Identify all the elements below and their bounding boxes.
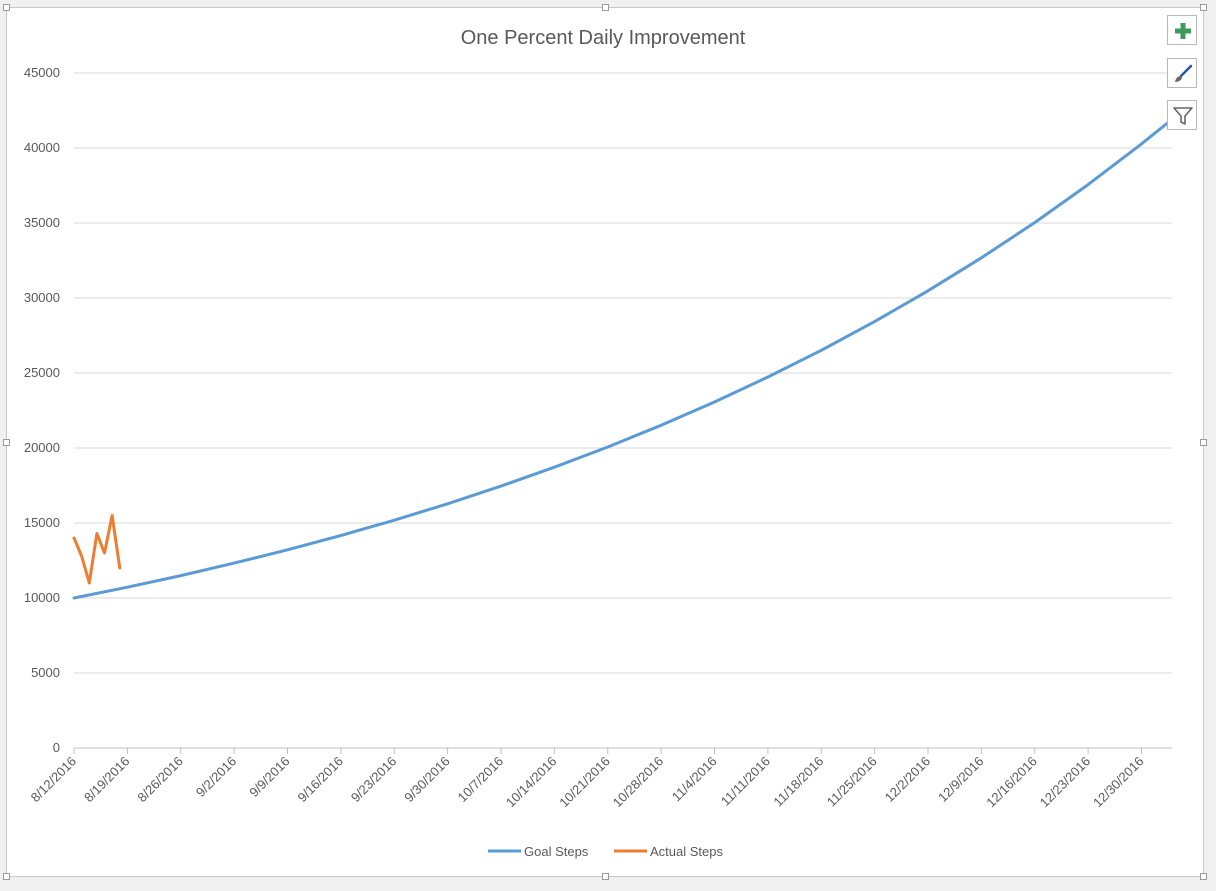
x-tick-label: 12/2/2016 — [882, 754, 934, 806]
chart-styles-button[interactable] — [1167, 58, 1197, 88]
y-axis: 0 5000 10000 15000 20000 25000 30000 35000 40000… — [24, 65, 60, 755]
x-tick-label: 9/30/2016 — [401, 754, 453, 806]
resize-handle-middle-right[interactable] — [1200, 439, 1207, 446]
y-tick-label: 25000 — [24, 365, 60, 380]
chart-elements-button[interactable] — [1167, 15, 1197, 45]
y-tick-label: 40000 — [24, 140, 60, 155]
resize-handle-top-left[interactable] — [3, 4, 10, 11]
x-tick-label: 8/19/2016 — [81, 754, 133, 806]
y-tick-label: 5000 — [31, 665, 60, 680]
y-tick-label: 20000 — [24, 440, 60, 455]
resize-handle-bottom-left[interactable] — [3, 873, 10, 880]
chart-title: One Percent Daily Improvement — [461, 27, 746, 49]
x-tick-label: 12/16/2016 — [983, 754, 1040, 811]
gridlines — [74, 72, 1172, 674]
x-tick-label: 9/23/2016 — [348, 754, 400, 806]
x-tick-label: 9/9/2016 — [246, 754, 292, 800]
x-tick-label: 11/18/2016 — [770, 754, 826, 810]
y-tick-label: 45000 — [24, 65, 60, 80]
y-tick-label: 30000 — [24, 290, 60, 305]
legend-label: Actual Steps — [650, 844, 723, 859]
legend-item[interactable]: Goal Steps — [488, 844, 589, 859]
resize-handle-middle-left[interactable] — [3, 439, 10, 446]
legend-label: Goal Steps — [524, 844, 589, 859]
chart-area[interactable] — [3, 4, 1207, 880]
x-tick-label: 12/23/2016 — [1037, 754, 1094, 811]
x-tick-label: 10/7/2016 — [455, 754, 507, 806]
resize-handle-top-right[interactable] — [1200, 4, 1207, 11]
x-tick-label: 9/16/2016 — [294, 754, 346, 806]
plot-series — [72, 117, 1174, 600]
y-tick-label: 15000 — [24, 515, 60, 530]
series-line-actual-steps[interactable] — [72, 514, 122, 585]
resize-handle-bottom-center[interactable] — [602, 873, 609, 880]
x-tick-label: 10/21/2016 — [556, 754, 613, 811]
x-tick-label: 10/14/2016 — [503, 754, 560, 811]
x-tick-label: 10/28/2016 — [610, 754, 667, 811]
legend[interactable]: Goal Steps Actual Steps — [488, 844, 723, 859]
resize-handle-bottom-right[interactable] — [1200, 873, 1207, 880]
y-tick-label: 0 — [53, 740, 60, 755]
x-tick-label: 12/9/2016 — [935, 754, 987, 806]
x-tick-label: 11/25/2016 — [824, 754, 880, 810]
x-tick-label: 11/11/2016 — [718, 754, 773, 809]
resize-handle-top-center[interactable] — [602, 4, 609, 11]
x-tick-label: 12/30/2016 — [1090, 754, 1147, 811]
plus-icon — [1175, 23, 1191, 39]
series-line-goal-steps[interactable] — [72, 117, 1174, 600]
y-tick-label: 35000 — [24, 215, 60, 230]
x-tick-label: 8/12/2016 — [28, 754, 80, 806]
filter-icon — [1173, 107, 1193, 125]
paintbrush-icon — [1175, 64, 1193, 82]
y-tick-label: 10000 — [24, 590, 60, 605]
x-tick-label: 9/2/2016 — [193, 754, 239, 800]
x-axis: 8/12/2016 8/19/2016 8/26/2016 9/2/2016 9/9/2… — [28, 747, 1172, 811]
x-tick-label: 11/4/2016 — [669, 754, 720, 805]
x-tick-label: 8/26/2016 — [134, 754, 186, 806]
chart-filters-button[interactable] — [1167, 100, 1197, 130]
legend-item[interactable]: Actual Steps — [614, 844, 723, 859]
